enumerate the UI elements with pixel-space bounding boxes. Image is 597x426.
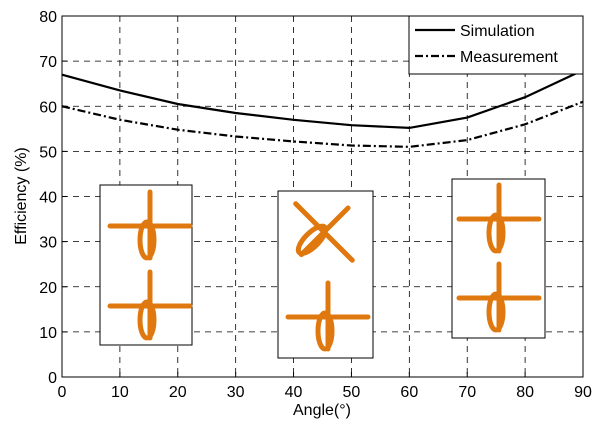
y-tick-label: 70 <box>39 54 57 71</box>
legend-box <box>408 15 584 75</box>
x-tick-label: 60 <box>400 384 418 401</box>
y-tick-label: 40 <box>39 190 57 207</box>
inset <box>99 184 193 346</box>
inset-frame <box>99 184 193 346</box>
x-tick-label: 50 <box>343 384 361 401</box>
x-axis-label: Angle(°) <box>293 402 351 419</box>
inset <box>451 178 546 339</box>
legend-label: Simulation <box>460 23 535 40</box>
x-tick-label: 70 <box>458 384 476 401</box>
x-tick-label: 20 <box>169 384 187 401</box>
x-tick-label: 0 <box>58 384 67 401</box>
y-tick-label: 80 <box>39 9 57 26</box>
inset <box>273 180 376 359</box>
legend-label: Measurement <box>460 49 558 66</box>
plot-frame <box>61 15 584 378</box>
y-tick-label: 50 <box>39 144 57 161</box>
x-tick-label: 90 <box>574 384 592 401</box>
x-tick-label: 40 <box>285 384 303 401</box>
y-tick-label: 30 <box>39 235 57 252</box>
y-tick-label: 0 <box>48 370 57 387</box>
x-tick-label: 10 <box>111 384 129 401</box>
y-tick-label: 60 <box>39 99 57 116</box>
series-line <box>61 69 584 130</box>
y-tick-label: 10 <box>39 325 57 342</box>
y-axis-label: Efficiency (%) <box>13 147 30 245</box>
series-line <box>61 100 584 148</box>
y-tick-label: 20 <box>39 280 57 297</box>
x-tick-label: 80 <box>516 384 534 401</box>
legend: Simulation Measurement <box>408 15 584 75</box>
x-tick-label: 30 <box>227 384 245 401</box>
